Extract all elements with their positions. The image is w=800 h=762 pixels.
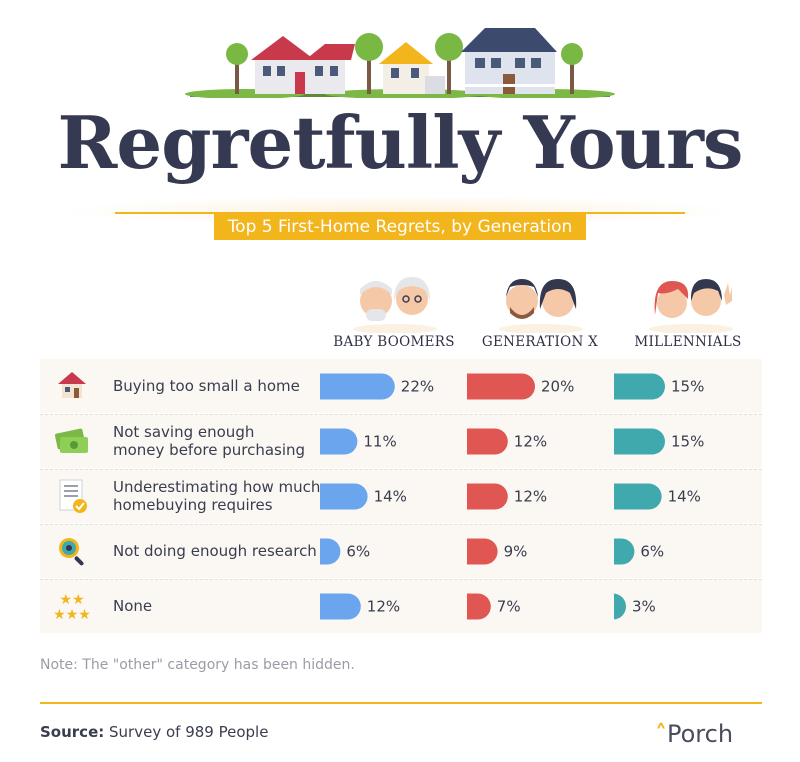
source-label: Source:	[40, 723, 105, 741]
checklist-icon	[52, 476, 92, 516]
row-background	[40, 524, 762, 578]
row-divider	[40, 524, 762, 525]
category-label-line: Underestimating how much	[113, 478, 321, 496]
generation-x-avatar	[499, 279, 583, 333]
category-label: Underestimating how much homebuying requi…	[113, 478, 320, 514]
bar	[467, 593, 491, 620]
source-line: Source: Survey of 989 People	[40, 723, 268, 741]
house-icon	[52, 366, 92, 406]
baby-boomers-avatar	[353, 277, 437, 333]
porch-logo: ˄Porch	[655, 720, 733, 748]
porch-logo-icon: ˄	[655, 720, 667, 748]
category-label-line: None	[113, 597, 153, 615]
bar-value-label: 12%	[367, 598, 400, 616]
category-label-line: Not doing enough research	[113, 542, 317, 560]
category-label-line: Not saving enough	[113, 423, 255, 441]
subtitle-rule	[115, 212, 685, 214]
subtitle-banner: Top 5 First-Home Regrets, by Generation	[214, 214, 586, 240]
series-label: MILLENNIALS	[634, 334, 742, 350]
bar-value-label: 12%	[514, 433, 547, 451]
bar	[614, 538, 635, 565]
millennials-avatar	[649, 279, 733, 333]
bar-value-label: 6%	[346, 543, 370, 561]
houses-illustration	[185, 28, 615, 98]
bar-value-label: 15%	[671, 433, 704, 451]
bar-value-label: 12%	[514, 488, 547, 506]
page-title: Regretfully Yours	[57, 100, 744, 185]
magnifier-icon	[52, 531, 92, 571]
bar-value-label: 7%	[497, 598, 521, 616]
source-text: Survey of 989 People	[104, 723, 269, 741]
bar	[320, 483, 368, 510]
brand-name: Porch	[667, 720, 734, 748]
row-divider	[40, 579, 762, 580]
footer-rule	[40, 702, 762, 704]
category-label: Not doing enough research	[113, 542, 317, 560]
bar	[320, 593, 361, 620]
row-divider	[40, 414, 762, 415]
footnote: Note: The "other" category has been hidd…	[40, 657, 355, 673]
bar-value-label: 15%	[671, 378, 704, 396]
stars-icon: ★★ ★★★	[52, 586, 92, 626]
bar	[614, 373, 665, 400]
svg-text:★★★: ★★★	[53, 607, 91, 623]
category-label: None	[113, 597, 152, 615]
bar-value-label: 9%	[504, 543, 528, 561]
category-label: Not saving enough money before purchasing	[113, 423, 305, 459]
bar-value-label: 14%	[668, 488, 701, 506]
series-label: GENERATION X	[481, 334, 599, 350]
bar	[614, 428, 665, 455]
money-icon	[52, 421, 92, 461]
bar-value-label: 22%	[401, 378, 434, 396]
row-background	[40, 579, 762, 633]
bar-value-label: 20%	[541, 378, 574, 396]
category-label: Buying too small a home	[113, 377, 300, 395]
bar	[320, 538, 341, 565]
category-label-line: money before purchasing	[113, 441, 306, 459]
category-label-line: Buying too small a home	[113, 377, 300, 395]
bar-value-label: 3%	[632, 598, 656, 616]
bar	[467, 483, 508, 510]
bar	[467, 428, 508, 455]
bar	[613, 593, 626, 620]
bar	[467, 538, 498, 565]
bar-value-label: 14%	[374, 488, 407, 506]
bar	[467, 373, 535, 400]
bar	[320, 373, 395, 400]
bar-value-label: 6%	[640, 543, 664, 561]
series-label: BABY BOOMERS	[333, 334, 455, 350]
bar	[614, 483, 662, 510]
bar-value-label: 11%	[363, 433, 396, 451]
category-label-line: homebuying requires	[113, 496, 273, 514]
svg-text:★★: ★★	[59, 592, 84, 608]
bar	[320, 428, 358, 455]
row-divider	[40, 469, 762, 470]
